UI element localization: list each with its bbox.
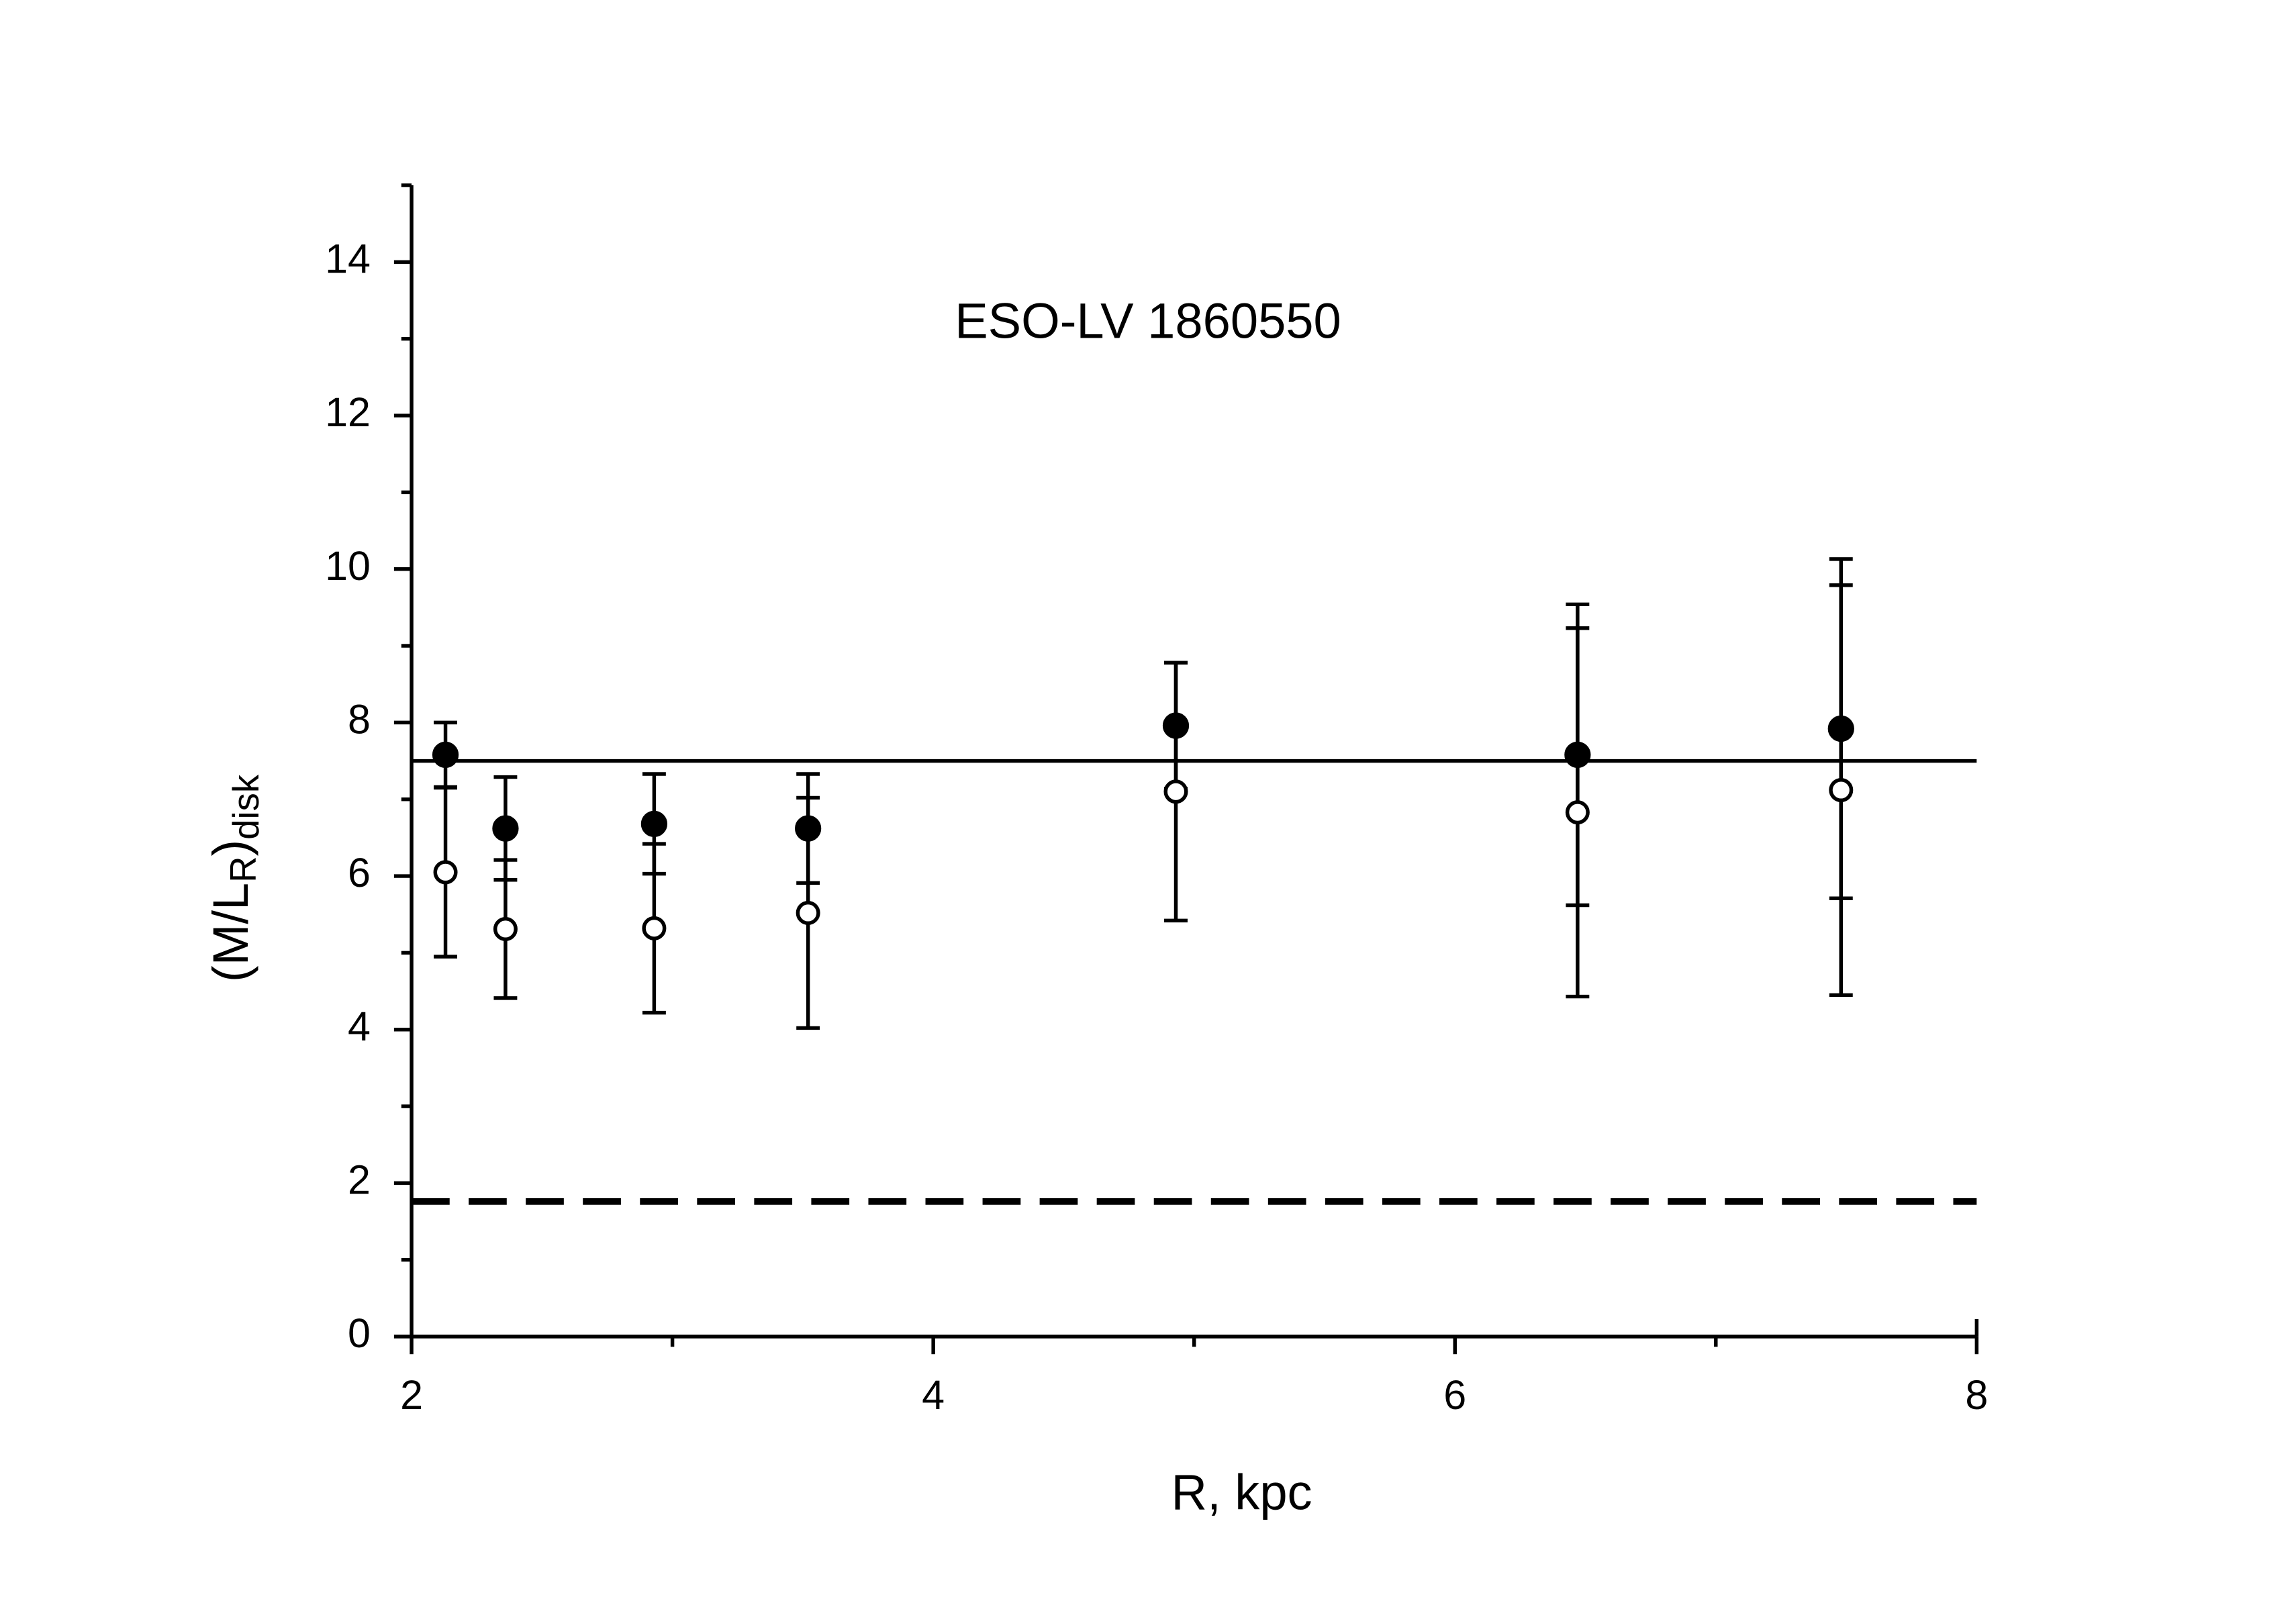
point [1163,779,1188,804]
y-tick-label: 2 [348,1157,371,1203]
point [493,916,518,941]
y-tick-label: 4 [348,1004,371,1049]
point [1564,741,1591,769]
y-tick-label: 6 [348,850,371,895]
x-tick-label: 8 [1965,1372,1988,1418]
y-label-part: ) [203,840,258,857]
x-tick-label: 6 [1443,1372,1466,1418]
x-tick-label: 4 [922,1372,945,1418]
point [1829,778,1854,803]
point [1827,715,1854,742]
y-tick-label: 0 [348,1310,371,1356]
y-label-sub: R [223,857,264,883]
point [640,810,668,837]
y-tick-label: 8 [348,697,371,742]
y-axis-label: (M/LR)disk [203,774,267,982]
y-label-sub: disk [226,774,267,840]
point [795,815,822,842]
point [432,741,459,769]
x-axis-label: R, kpc [1171,1464,1312,1520]
point [796,900,820,925]
y-tick-label: 10 [325,543,371,589]
y-label-part: (M/L [203,883,258,982]
chart-title: ESO-LV 1860550 [955,293,1341,349]
point [1565,800,1590,825]
y-tick-label: 14 [325,236,371,281]
point [642,916,667,940]
point [492,815,519,842]
y-tick-label: 12 [325,389,371,435]
x-tick-label: 2 [400,1372,423,1418]
point [433,860,458,885]
point [1162,712,1190,739]
